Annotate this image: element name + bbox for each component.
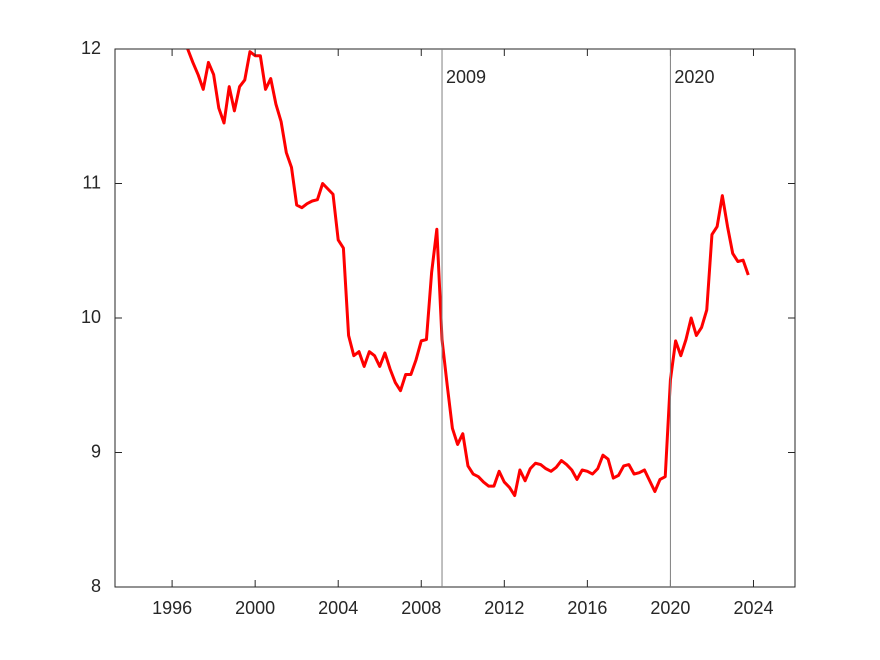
y-tick-label: 9 xyxy=(91,441,101,461)
y-tick-label: 11 xyxy=(82,172,101,192)
x-tick-label: 2012 xyxy=(484,598,524,618)
x-tick-label: 1996 xyxy=(152,598,192,618)
reference-label: 2009 xyxy=(446,67,486,87)
x-tick-label: 2004 xyxy=(318,598,358,618)
x-tick-label: 2000 xyxy=(235,598,275,618)
reference-label: 2020 xyxy=(674,67,714,87)
y-tick-label: 12 xyxy=(81,38,101,58)
axes-frame xyxy=(114,48,796,588)
x-tick-label: 2020 xyxy=(650,598,690,618)
y-tick-label: 8 xyxy=(91,576,101,596)
plot-area xyxy=(186,49,750,498)
x-tick-label: 2008 xyxy=(401,598,441,618)
x-tick-label: 2024 xyxy=(733,598,773,618)
y-tick-label: 10 xyxy=(81,307,101,327)
data-line xyxy=(186,49,750,498)
x-tick-label: 2016 xyxy=(567,598,607,618)
